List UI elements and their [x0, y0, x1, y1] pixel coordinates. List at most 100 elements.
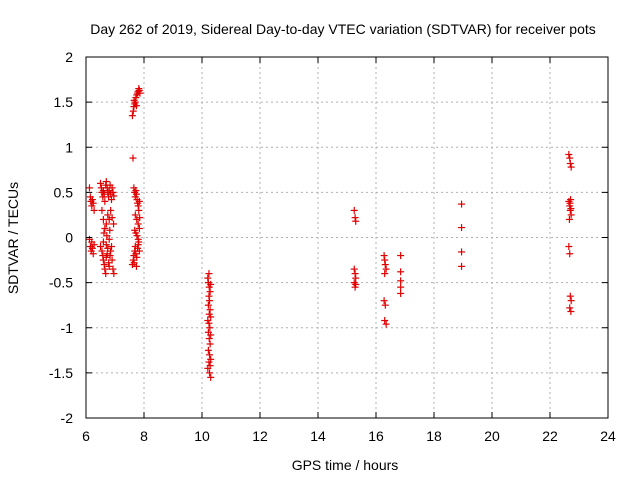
data-point — [101, 224, 109, 232]
y-tick-label: 1.5 — [54, 94, 74, 110]
data-point — [566, 292, 574, 300]
data-point — [565, 150, 573, 158]
data-point — [131, 211, 139, 219]
axis-ticks: 6 8 10 12 14 16 18 20 22 24 2 1.5 1 0.5 0 -0.5 -1 -1.5 -2 — [49, 49, 616, 444]
data-point — [458, 262, 466, 270]
data-point — [85, 184, 93, 192]
data-point — [108, 184, 116, 192]
data-point — [397, 268, 405, 276]
data-point — [381, 301, 389, 309]
y-tick-label: -0.5 — [49, 275, 73, 291]
data-point — [104, 211, 112, 219]
data-point — [207, 373, 215, 381]
data-point — [382, 320, 390, 328]
data-point — [102, 253, 110, 261]
data-point — [135, 197, 143, 205]
data-point — [102, 220, 110, 228]
data-point — [98, 247, 106, 255]
data-point — [567, 297, 575, 305]
data-point — [109, 265, 117, 273]
y-tick-label: 1 — [65, 139, 73, 155]
data-point — [89, 250, 97, 258]
data-point — [567, 308, 575, 316]
data-point — [134, 220, 142, 228]
data-point — [381, 270, 389, 278]
data-point — [101, 197, 109, 205]
data-point — [109, 188, 117, 196]
data-point — [206, 297, 214, 305]
data-point — [397, 277, 405, 285]
data-point — [567, 211, 575, 219]
data-point — [206, 369, 214, 377]
data-point — [108, 256, 116, 264]
data-point — [380, 297, 388, 305]
data-point — [350, 279, 358, 287]
data-point — [206, 324, 214, 332]
data-point — [101, 265, 109, 273]
data-point — [136, 214, 144, 222]
x-tick-label: 12 — [252, 428, 268, 444]
data-point — [458, 224, 466, 232]
data-point — [128, 261, 136, 269]
y-tick-label: 2 — [65, 49, 73, 65]
y-axis-label: SDTVAR / TECUs — [5, 182, 21, 294]
data-point — [397, 283, 405, 291]
data-point — [458, 200, 466, 208]
data-point — [102, 270, 110, 278]
x-tick-label: 22 — [542, 428, 558, 444]
data-point — [106, 226, 114, 234]
data-point — [206, 340, 214, 348]
data-point — [204, 346, 212, 354]
data-point — [566, 159, 574, 167]
data-point — [130, 259, 138, 267]
data-point — [130, 96, 138, 104]
data-point — [381, 261, 389, 269]
data-point — [350, 265, 358, 273]
data-point — [382, 265, 390, 273]
data-point — [89, 199, 97, 207]
data-point — [205, 270, 213, 278]
data-point — [135, 206, 143, 214]
data-point — [133, 232, 141, 240]
x-tick-label: 10 — [194, 428, 210, 444]
data-point — [205, 358, 213, 366]
y-tick-label: 0 — [65, 230, 73, 246]
data-point — [97, 179, 104, 187]
data-point — [88, 196, 96, 204]
data-point — [108, 243, 116, 251]
data-point — [110, 220, 118, 228]
data-point — [132, 262, 140, 270]
data-point — [565, 197, 573, 205]
data-point — [105, 262, 113, 270]
data-point — [103, 232, 111, 240]
data-point — [566, 250, 574, 258]
chart-title: Day 262 of 2019, Sidereal Day-to-day VTE… — [90, 21, 596, 37]
data-point — [565, 215, 573, 223]
data-point — [110, 270, 118, 278]
grid — [86, 57, 608, 418]
data-point — [135, 238, 143, 246]
x-tick-label: 18 — [426, 428, 442, 444]
data-point — [397, 252, 405, 260]
data-point — [207, 331, 215, 339]
data-point — [107, 247, 115, 255]
data-point — [135, 224, 143, 232]
data-point — [565, 243, 573, 251]
y-tick-label: -2 — [61, 410, 74, 426]
x-tick-label: 24 — [600, 428, 616, 444]
data-point — [350, 206, 358, 214]
data-point — [207, 313, 215, 321]
y-tick-label: 0.5 — [54, 184, 74, 200]
data-point — [135, 247, 143, 255]
data-point — [128, 112, 136, 120]
data-point — [204, 301, 212, 309]
data-point — [102, 178, 110, 186]
data-point — [136, 89, 144, 97]
x-tick-label: 6 — [82, 428, 90, 444]
data-point — [133, 253, 141, 261]
data-point — [352, 274, 360, 282]
x-tick-label: 20 — [484, 428, 500, 444]
data-point — [207, 280, 215, 288]
